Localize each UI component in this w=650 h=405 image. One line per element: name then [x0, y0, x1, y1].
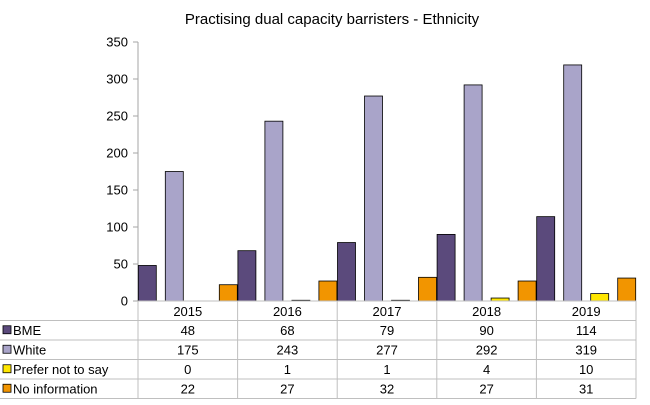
category-label: 2017: [373, 304, 402, 319]
data-label: 277: [376, 342, 398, 357]
bar: [137, 265, 157, 302]
data-label: 175: [177, 342, 199, 357]
data-label: 243: [277, 342, 299, 357]
legend-label: Prefer not to say: [13, 362, 109, 377]
bar: [517, 280, 537, 302]
bar: [563, 64, 583, 302]
data-label: 1: [383, 362, 390, 377]
bar: [590, 293, 610, 302]
y-tick-label: 300: [106, 72, 128, 87]
data-label: 48: [181, 323, 195, 338]
y-tick-label: 200: [106, 146, 128, 161]
y-tick-label: 50: [114, 257, 128, 272]
data-label: 32: [380, 381, 394, 396]
bar: [463, 84, 483, 302]
data-label: 27: [280, 381, 294, 396]
legend-swatch: [2, 383, 12, 393]
bar: [218, 284, 238, 302]
bar: [436, 233, 456, 302]
data-label: 1: [284, 362, 291, 377]
data-label: 79: [380, 323, 394, 338]
bar: [264, 120, 284, 302]
y-tick-label: 250: [106, 109, 128, 124]
y-axis: 0 50 100 150 200 250 300 350: [106, 35, 139, 309]
bar: [164, 171, 184, 302]
data-label: 10: [579, 362, 593, 377]
legend-label: No information: [13, 381, 98, 396]
data-label: 114: [576, 323, 597, 338]
bar: [418, 276, 437, 302]
data-label: 22: [181, 381, 195, 396]
bars: [137, 64, 637, 302]
data-label: 4: [483, 362, 490, 377]
data-label: 27: [479, 381, 493, 396]
data-label: 292: [476, 342, 498, 357]
category-label: 2018: [472, 304, 501, 319]
bar: [617, 277, 637, 302]
category-label: 2016: [273, 304, 302, 319]
y-tick-label: 100: [106, 220, 128, 235]
bar: [536, 216, 556, 302]
data-label: 0: [184, 362, 191, 377]
category-label: 2015: [173, 304, 202, 319]
data-label: 319: [575, 342, 597, 357]
y-tick-label: 350: [106, 35, 128, 50]
legend-swatch: [2, 344, 12, 354]
chart-title: Practising dual capacity barristers - Et…: [185, 11, 480, 28]
bar: [237, 250, 257, 302]
bar: [364, 95, 383, 302]
category-label: 2019: [572, 304, 601, 319]
data-label: 31: [579, 381, 593, 396]
bar: [318, 280, 338, 302]
legend-label: White: [13, 342, 46, 357]
data-label: 90: [479, 323, 493, 338]
bar: [337, 242, 356, 302]
legend-swatch: [2, 364, 12, 374]
y-tick-label: 150: [106, 183, 128, 198]
legend-swatch: [2, 325, 12, 335]
y-tick-label: 0: [121, 294, 128, 309]
data-label: 68: [280, 323, 294, 338]
legend-label: BME: [13, 323, 42, 338]
